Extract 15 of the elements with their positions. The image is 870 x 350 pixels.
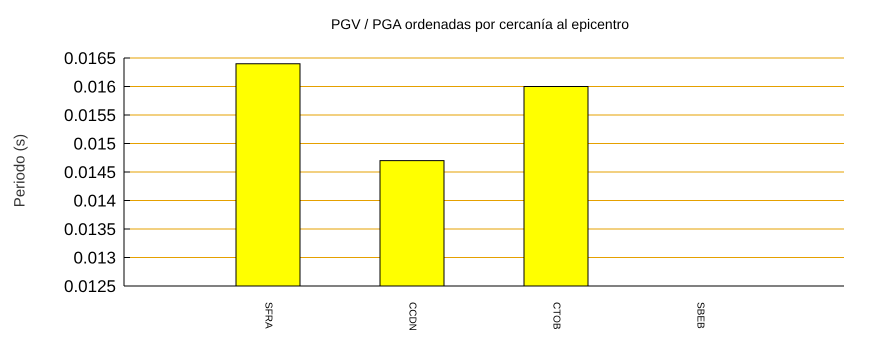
y-tick-label: 0.0135 (64, 220, 116, 240)
y-tick-label: 0.0155 (64, 106, 116, 126)
y-tick-label: 0.015 (73, 134, 116, 154)
y-tick-label: 0.0145 (64, 163, 116, 182)
x-tick-label: SFRA (262, 302, 274, 329)
y-tick-label: 0.0125 (64, 277, 116, 296)
y-tick-label: 0.0165 (64, 49, 116, 68)
x-tick-label: CCDN (406, 302, 418, 331)
y-axis-title: Periodo (s) (12, 132, 28, 210)
x-tick-label: SBEB (694, 302, 706, 330)
chart-title: PGV / PGA ordenadas por cercanía al epicentro (330, 16, 630, 32)
y-tick-label: 0.016 (73, 78, 116, 97)
x-tick-label: CTOB (550, 302, 562, 330)
y-tick-label: 0.013 (73, 248, 116, 268)
y-tick-label: 0.014 (73, 192, 116, 211)
